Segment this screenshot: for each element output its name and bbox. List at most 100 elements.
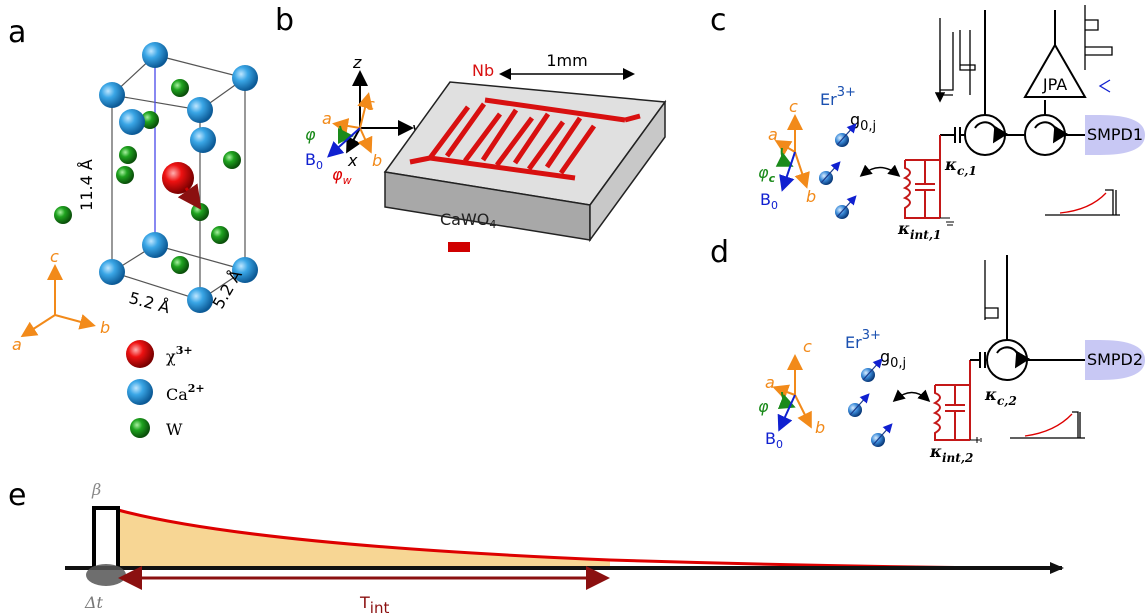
axis-label: z (352, 53, 362, 72)
angle-arc (340, 126, 350, 136)
crystal-axes (776, 358, 810, 425)
circulator (985, 255, 1090, 380)
text-part: c,1 (957, 164, 977, 178)
shape (99, 82, 125, 108)
text-part: 0,j (890, 356, 906, 371)
shape (1045, 190, 1120, 215)
field-label: B0 (305, 150, 323, 172)
text-part: 0 (316, 159, 323, 172)
shape (191, 203, 209, 221)
shape (171, 79, 189, 97)
text-part: Er (845, 333, 862, 352)
shape (54, 206, 72, 224)
angle-label: φc (758, 163, 776, 185)
legend-entry: χ3+ (166, 344, 193, 366)
kappa-label: κint,2 (929, 442, 973, 465)
shape (1100, 80, 1110, 92)
shape (142, 42, 168, 68)
shape (946, 222, 954, 225)
field-label: B0 (760, 190, 778, 212)
shape (975, 122, 997, 140)
text-part: χ (166, 347, 176, 366)
shape (348, 128, 360, 150)
coupler (970, 352, 985, 368)
text-part: 4 (489, 218, 496, 231)
shape (1060, 193, 1106, 213)
axis-label: b (100, 318, 110, 337)
chip (385, 82, 665, 240)
text-part: g (880, 347, 890, 366)
axis-label: a (322, 109, 332, 128)
emission-area (118, 510, 610, 568)
axis-label: c (50, 247, 59, 266)
text-part: int,2 (942, 451, 973, 465)
kappa-label: κint,1 (897, 219, 941, 242)
axis-label: b (806, 187, 816, 206)
text-part: B (760, 190, 771, 209)
shape (232, 65, 258, 91)
detector-label: SMPD1 (1087, 125, 1143, 144)
pulse (94, 508, 118, 568)
spins (819, 125, 855, 219)
text-part: Er (820, 90, 837, 109)
coupling-label: g0,j (850, 110, 876, 134)
text-part: κ (897, 219, 910, 238)
shape (186, 188, 198, 205)
shape (142, 232, 168, 258)
text-part: 3+ (837, 85, 856, 100)
amplifier-label: JPA (1042, 75, 1067, 94)
axis-label: a (765, 373, 775, 392)
field-vector (780, 395, 795, 428)
spins (848, 360, 891, 447)
shape (1025, 115, 1065, 155)
axis-label: a (768, 125, 778, 144)
shape (985, 260, 998, 320)
shape (119, 146, 137, 164)
text-part: κ (929, 442, 942, 461)
resonator (935, 360, 970, 440)
axis-label: a (12, 335, 22, 354)
axis-label: x (347, 151, 358, 170)
axis-label: c (366, 95, 375, 114)
angle-label: φ (305, 125, 316, 144)
text-part: c,2 (997, 394, 1017, 408)
scale-label: 1mm (546, 51, 587, 70)
shape (190, 127, 216, 153)
page: a 11.4 Å 5.2 Å 5.2 Å c a b χ3+ Ca2+ W b … (0, 0, 1145, 614)
text-part: T (359, 593, 370, 612)
width-label: 5.2 Å (209, 266, 246, 311)
resonator (905, 160, 940, 218)
text-part: 3+ (862, 328, 881, 343)
shape (940, 18, 953, 100)
axis-label: b (372, 151, 382, 170)
shape (795, 152, 806, 185)
mark (448, 242, 470, 252)
coupling-arrow (862, 168, 898, 176)
shape (960, 30, 975, 95)
text-part: B (305, 150, 316, 169)
substrate-label: CaWO4 (440, 210, 496, 231)
panel-label: b (275, 3, 294, 38)
axis-label: b (815, 418, 825, 437)
angle-label: φ (758, 397, 769, 416)
shape (1085, 5, 1112, 70)
legend-entry: W (166, 420, 183, 439)
shape (223, 151, 241, 169)
shape (360, 128, 370, 150)
detector-label: SMPD2 (1087, 350, 1143, 369)
kappa-label: κc,2 (984, 385, 1017, 408)
shape (965, 115, 1005, 155)
angle-arc (782, 148, 790, 165)
circulators (965, 10, 1090, 155)
width-label: 5.2 Å (127, 288, 172, 317)
text-part: int (370, 599, 390, 614)
shape (55, 315, 92, 325)
text-part: w (343, 174, 352, 187)
pulse-width-marker (86, 564, 126, 586)
shape (987, 340, 1027, 380)
pulse-label: β (91, 480, 101, 499)
shape (1010, 412, 1085, 438)
shape (970, 437, 981, 443)
shape (187, 97, 213, 123)
integration-label: Tint (359, 593, 389, 614)
